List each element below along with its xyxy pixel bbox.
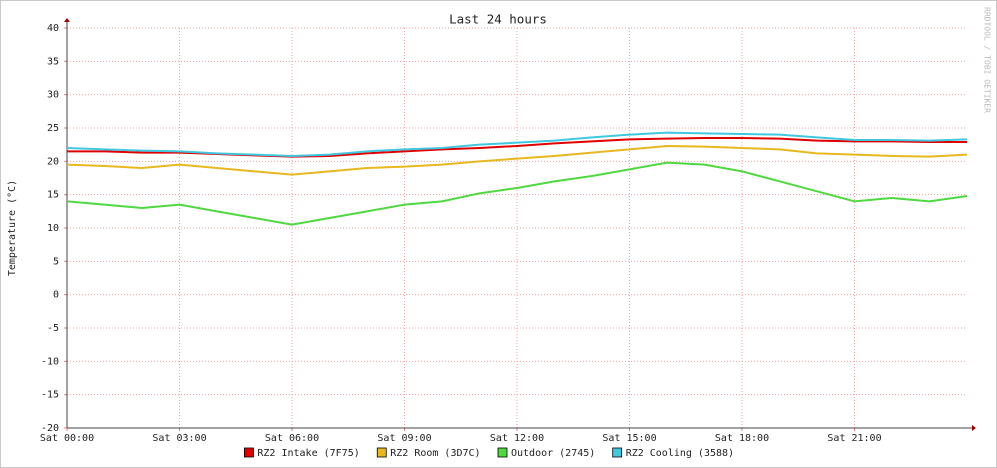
x-tick-label: Sat 00:00: [40, 433, 94, 444]
y-tick-label: 10: [47, 223, 59, 234]
x-tick-label: Sat 09:00: [377, 433, 431, 444]
y-tick-label: 30: [47, 90, 59, 101]
legend-swatch: [243, 447, 254, 458]
y-tick-label: 20: [47, 156, 59, 167]
y-tick-label: 25: [47, 123, 59, 134]
side-note: RRDTOOL / TOBI OETIKER: [983, 7, 992, 113]
y-tick-label: 35: [47, 56, 59, 67]
axis-arrow: [64, 18, 70, 22]
x-tick-label: Sat 03:00: [152, 433, 206, 444]
y-tick-label: 0: [53, 290, 59, 301]
x-tick-label: Sat 12:00: [490, 433, 544, 444]
x-tick-label: Sat 15:00: [602, 433, 656, 444]
legend-label: RZ2 Room (3D7C): [390, 448, 480, 459]
y-tick-label: -5: [47, 323, 59, 334]
legend-swatch: [612, 447, 623, 458]
series-line: [66, 131, 968, 158]
x-tick-label: Sat 21:00: [827, 433, 881, 444]
y-tick-label: -15: [41, 390, 59, 401]
legend-label: RZ2 Cooling (3588): [626, 448, 734, 459]
chart-title: Last 24 hours: [449, 12, 547, 27]
y-tick-label: 15: [47, 190, 59, 201]
y-tick-label: -10: [41, 356, 59, 367]
x-tick-label: Sat 06:00: [265, 433, 319, 444]
series-line: [66, 144, 968, 176]
y-tick-label: -20: [41, 423, 59, 434]
x-tick-label: Sat 18:00: [715, 433, 769, 444]
y-axis-label: Temperature (°C): [7, 180, 18, 276]
legend-label: RZ2 Intake (7F75): [257, 448, 359, 459]
y-tick-label: 40: [47, 23, 59, 34]
legend-swatch: [376, 447, 387, 458]
series-line: [66, 161, 968, 226]
axis-arrow: [972, 425, 976, 431]
y-tick-label: 5: [53, 256, 59, 267]
legend-label: Outdoor (2745): [511, 448, 595, 459]
legend-swatch: [497, 447, 508, 458]
